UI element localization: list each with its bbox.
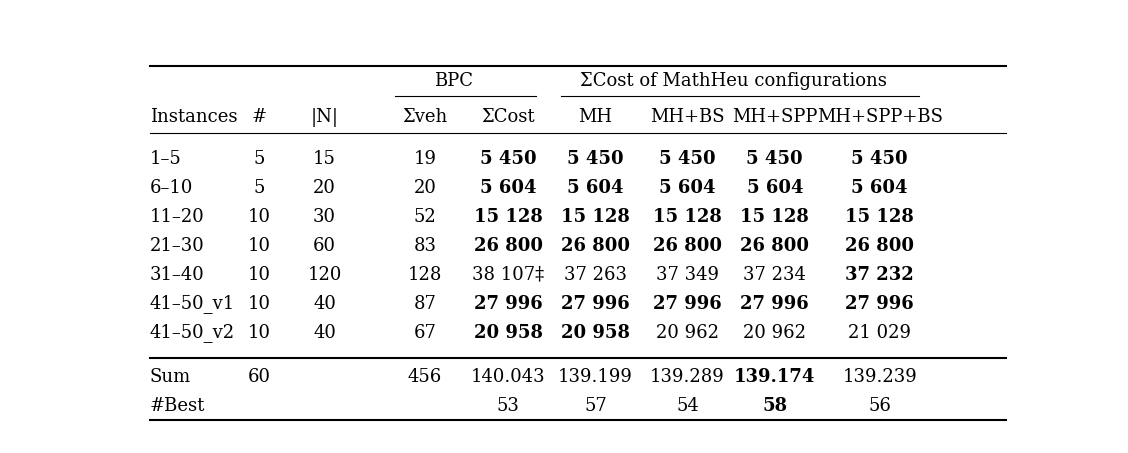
Text: 139.239: 139.239 [843,368,917,386]
Text: 37 349: 37 349 [655,266,719,284]
Text: Σveh: Σveh [403,108,448,126]
Text: 15: 15 [314,150,336,168]
Text: 140.043: 140.043 [470,368,546,386]
Text: MH: MH [579,108,613,126]
Text: 11–20: 11–20 [150,208,204,226]
Text: 27 996: 27 996 [845,295,914,313]
Text: #Best: #Best [150,397,205,415]
Text: 1–5: 1–5 [150,150,182,168]
Text: 52: 52 [414,208,437,226]
Text: 26 800: 26 800 [474,237,543,255]
Text: 15 128: 15 128 [474,208,543,226]
Text: 60: 60 [247,368,271,386]
Text: 87: 87 [414,295,437,313]
Text: 15 128: 15 128 [653,208,722,226]
Text: 5 450: 5 450 [747,150,803,168]
Text: 139.199: 139.199 [558,368,633,386]
Text: 5 604: 5 604 [747,179,803,197]
Text: 58: 58 [763,397,787,415]
Text: 60: 60 [314,237,336,255]
Text: 5 450: 5 450 [852,150,908,168]
Text: |N|: |N| [310,108,338,127]
Text: 5 604: 5 604 [479,179,537,197]
Text: 20 962: 20 962 [743,324,807,342]
Text: 10: 10 [247,266,271,284]
Text: 31–40: 31–40 [150,266,204,284]
Text: 27 996: 27 996 [562,295,629,313]
Text: 139.174: 139.174 [734,368,816,386]
Text: 30: 30 [314,208,336,226]
Text: 37 234: 37 234 [743,266,807,284]
Text: MH+SPP+BS: MH+SPP+BS [817,108,943,126]
Text: 27 996: 27 996 [474,295,543,313]
Text: 20 958: 20 958 [474,324,543,342]
Text: 41–50_v2: 41–50_v2 [150,323,235,342]
Text: Sum: Sum [150,368,191,386]
Text: MH+SPP: MH+SPP [732,108,818,126]
Text: 5 450: 5 450 [567,150,624,168]
Text: 5 604: 5 604 [852,179,908,197]
Text: 5: 5 [254,150,265,168]
Text: 54: 54 [676,397,698,415]
Text: 10: 10 [247,237,271,255]
Text: 21 029: 21 029 [848,324,911,342]
Text: 53: 53 [496,397,520,415]
Text: 5 450: 5 450 [659,150,715,168]
Text: 15 128: 15 128 [845,208,914,226]
Text: 20 958: 20 958 [561,324,631,342]
Text: 20 962: 20 962 [655,324,719,342]
Text: 456: 456 [408,368,442,386]
Text: ΣCost: ΣCost [482,108,535,126]
Text: 15 128: 15 128 [561,208,631,226]
Text: BPC: BPC [434,72,473,90]
Text: 40: 40 [314,324,336,342]
Text: 19: 19 [414,150,437,168]
Text: 128: 128 [408,266,442,284]
Text: 21–30: 21–30 [150,237,204,255]
Text: 37 263: 37 263 [564,266,627,284]
Text: #: # [252,108,266,126]
Text: 37 232: 37 232 [845,266,914,284]
Text: ΣCost of MathHeu configurations: ΣCost of MathHeu configurations [580,72,887,90]
Text: 56: 56 [869,397,891,415]
Text: 41–50_v1: 41–50_v1 [150,294,235,313]
Text: 10: 10 [247,208,271,226]
Text: 26 800: 26 800 [845,237,914,255]
Text: 27 996: 27 996 [740,295,809,313]
Text: 83: 83 [414,237,437,255]
Text: Instances: Instances [150,108,237,126]
Text: 5 604: 5 604 [567,179,624,197]
Text: 67: 67 [414,324,437,342]
Text: MH+BS: MH+BS [650,108,724,126]
Text: 5 604: 5 604 [659,179,715,197]
Text: 57: 57 [584,397,607,415]
Text: 20: 20 [314,179,336,197]
Text: 15 128: 15 128 [740,208,809,226]
Text: 6–10: 6–10 [150,179,193,197]
Text: 26 800: 26 800 [653,237,722,255]
Text: 5 450: 5 450 [479,150,537,168]
Text: 5: 5 [254,179,265,197]
Text: 27 996: 27 996 [653,295,722,313]
Text: 10: 10 [247,295,271,313]
Text: 40: 40 [314,295,336,313]
Text: 26 800: 26 800 [740,237,809,255]
Text: 139.289: 139.289 [650,368,725,386]
Text: 120: 120 [308,266,342,284]
Text: 26 800: 26 800 [561,237,631,255]
Text: 38 107‡: 38 107‡ [473,266,544,284]
Text: 10: 10 [247,324,271,342]
Text: 20: 20 [414,179,437,197]
